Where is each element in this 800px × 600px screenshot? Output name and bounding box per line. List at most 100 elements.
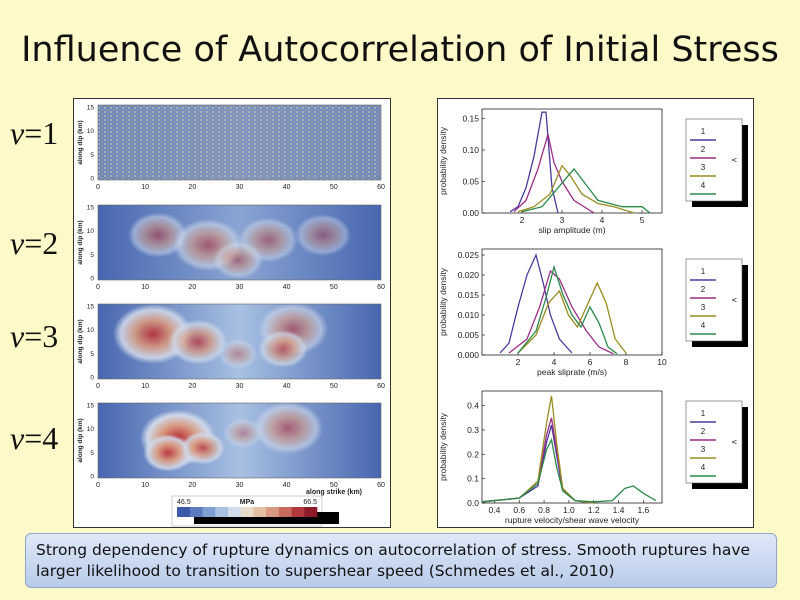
x-axis-label: slip amplitude (m): [538, 225, 605, 235]
legend-box: [685, 400, 743, 484]
stress-map-frame: [97, 104, 382, 181]
x-tick-label: 20: [188, 284, 196, 291]
y-tick-label: 15: [87, 304, 95, 311]
legend-label: 4: [701, 463, 706, 472]
x-tick-label: 10: [141, 383, 149, 390]
legend-label: 2: [701, 145, 706, 154]
colorbar-min-label: 46.5: [177, 499, 191, 506]
x-tick-label: 2: [516, 357, 521, 367]
x-tick-label: 60: [377, 482, 385, 489]
y-tick-label: 0.1: [467, 474, 479, 484]
colorbar-swatch: [266, 507, 280, 517]
x-tick-label: 10: [657, 357, 667, 367]
colorbar-swatch: [253, 507, 267, 517]
colorbar-unit: MPa: [240, 499, 255, 506]
stress-patch: [143, 434, 193, 472]
y-tick-label: 0: [90, 276, 94, 283]
legend-label: 3: [701, 303, 706, 312]
stress-map-frame: [97, 204, 382, 281]
colorbar-swatch: [177, 507, 191, 517]
distribution-charts-panel: 2 3 4 5 0.00 0.05 0.10 0.15 slip amplitude (m) pr…: [437, 98, 754, 528]
density-chart-3: 0.4 0.6 0.8 1.0 1.2 1.4 1.6 0.0 0.1 0.2 0.3 0.4 rupt…: [438, 390, 748, 525]
stress-patch: [168, 319, 228, 365]
x-tick-label: 40: [283, 383, 291, 390]
x-tick-label: 50: [330, 482, 338, 489]
series-line-4: [517, 264, 618, 355]
density-chart-1: 2 3 4 5 0.00 0.05 0.10 0.15 slip amplitude (m) pr…: [438, 108, 748, 235]
x-tick-label: 10: [141, 284, 149, 291]
y-tick-label: 0: [90, 474, 94, 481]
x-tick-label: 60: [377, 284, 385, 291]
x-tick-label: 1.6: [637, 505, 649, 515]
series-line-4: [521, 167, 651, 214]
y-axis-label: probability density: [438, 267, 448, 336]
stress-map-texture: [98, 105, 381, 180]
y-axis-label: probability density: [438, 126, 448, 195]
x-tick-label: 30: [236, 284, 244, 291]
x-axis-label: peak sliprate (m/s): [537, 367, 607, 377]
x-tick-label: 0: [96, 284, 100, 291]
x-tick-label: 40: [283, 482, 291, 489]
legend-label: 1: [701, 267, 706, 276]
plot-area: [481, 248, 663, 356]
y-tick-label: 0.05: [462, 176, 479, 186]
x-tick-label: 50: [330, 383, 338, 390]
x-axis-label: along strike (km): [306, 489, 362, 496]
x-tick-label: 60: [377, 383, 385, 390]
legend-box: [685, 118, 743, 202]
x-tick-label: 1.4: [613, 505, 625, 515]
y-tick-label: 0.2: [467, 449, 479, 459]
stress-patch: [213, 241, 263, 279]
legend-box: [685, 258, 743, 342]
distribution-charts-figure: 2 3 4 5 0.00 0.05 0.10 0.15 slip amplitude (m) pr…: [438, 108, 748, 525]
y-tick-label: 0.005: [458, 330, 480, 340]
x-tick-label: 20: [188, 482, 196, 489]
x-tick-label: 1.0: [563, 505, 575, 515]
y-axis-label: along dip (km): [77, 120, 84, 164]
y-tick-label: 0.015: [458, 290, 480, 300]
series-line-4: [481, 437, 657, 503]
x-tick-label: 10: [141, 184, 149, 191]
y-tick-label: 0: [90, 375, 94, 382]
stress-patch: [223, 418, 263, 448]
x-tick-label: 30: [236, 184, 244, 191]
v-label-3: v=3: [10, 318, 59, 354]
y-tick-label: 5: [90, 351, 94, 358]
caption-box: Strong dependency of rupture dynamics on…: [25, 533, 777, 588]
y-axis-label: probability density: [438, 412, 448, 481]
x-tick-label: 0: [96, 482, 100, 489]
colorbar-swatch: [189, 507, 203, 517]
series-line-2: [508, 269, 614, 355]
y-tick-label: 5: [90, 252, 94, 259]
y-tick-label: 10: [87, 228, 95, 235]
x-tick-label: 3: [560, 215, 565, 225]
series-line-1: [509, 111, 559, 214]
x-tick-label: 50: [330, 184, 338, 191]
stress-patch: [218, 339, 258, 369]
series-line-3: [517, 281, 627, 354]
y-tick-label: 0.10: [462, 145, 479, 155]
y-tick-label: 0.4: [467, 401, 479, 411]
x-tick-label: 20: [188, 383, 196, 390]
x-tick-label: 5: [640, 215, 645, 225]
legend-label: 2: [701, 285, 706, 294]
stress-map-frame: [97, 303, 382, 380]
x-axis-label: rupture velocity/shear wave velocity: [505, 515, 640, 525]
x-tick-label: 30: [236, 482, 244, 489]
x-tick-label: 4: [552, 357, 557, 367]
legend-title: v: [730, 440, 739, 444]
legend-label: 2: [701, 427, 706, 436]
legend-title: v: [730, 158, 739, 162]
y-tick-label: 15: [87, 205, 95, 212]
series-line-1: [499, 253, 573, 354]
y-tick-label: 0.025: [458, 250, 480, 260]
colorbar-swatch: [215, 507, 229, 517]
y-tick-label: 0.020: [458, 270, 480, 280]
y-tick-label: 5: [90, 450, 94, 457]
y-tick-label: 10: [87, 327, 95, 334]
x-tick-label: 0: [96, 383, 100, 390]
colorbar-swatch: [304, 507, 318, 517]
